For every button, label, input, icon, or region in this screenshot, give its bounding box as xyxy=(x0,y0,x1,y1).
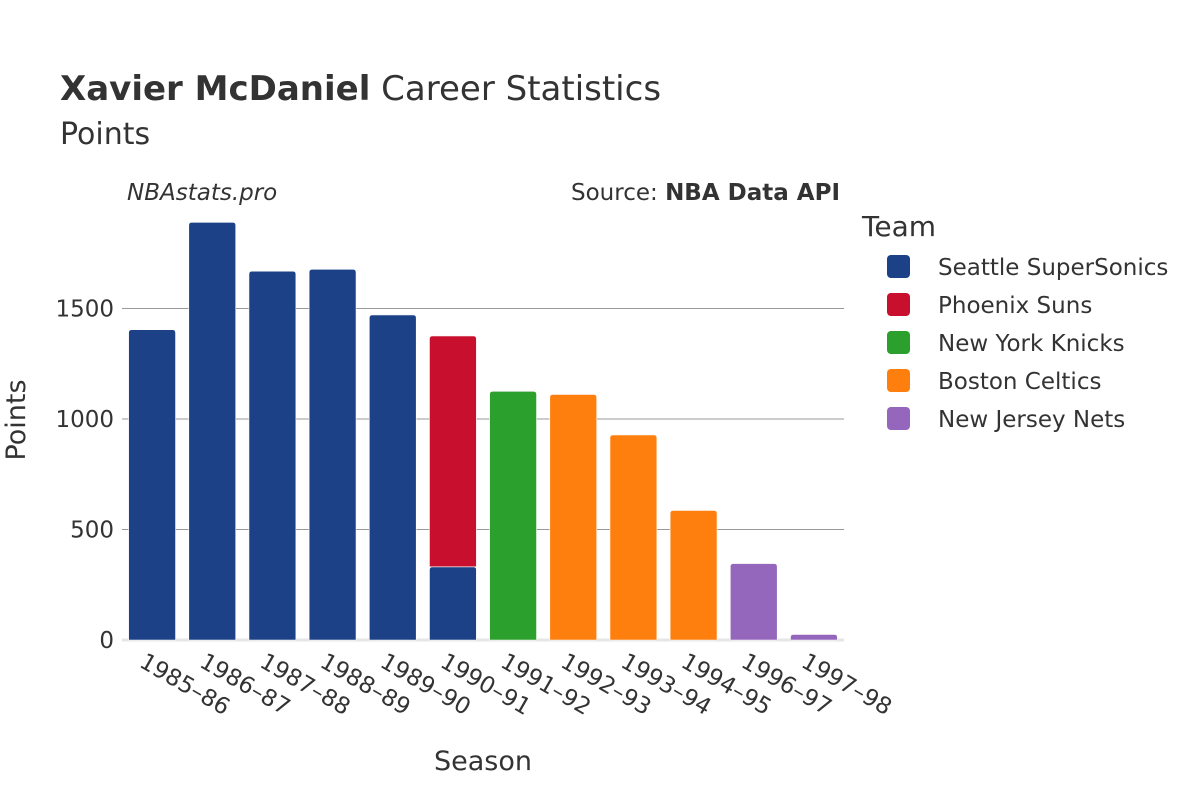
y-gridlines xyxy=(122,308,844,642)
y-tick-label: 0 xyxy=(99,628,114,654)
bar-new-york-knicks-1991–92[interactable] xyxy=(489,391,537,641)
legend-item-phoenix-suns[interactable]: Phoenix Suns xyxy=(887,293,1092,319)
chart-title-bold: Xavier McDaniel xyxy=(60,69,370,109)
y-tick-label: 1500 xyxy=(55,297,114,323)
legend-label: New York Knicks xyxy=(938,331,1125,357)
x-tick-labels: 1985–861986–871987–881988–891989–901990–… xyxy=(135,649,896,721)
legend-title: Team xyxy=(861,210,936,243)
bar-seattle-supersonics-1986–87[interactable] xyxy=(188,222,237,641)
y-tick-label: 1000 xyxy=(55,407,114,433)
watermark-text: NBAstats.pro xyxy=(127,180,277,206)
legend-swatch xyxy=(887,331,910,354)
legend-item-boston-celtics[interactable]: Boston Celtics xyxy=(887,369,1101,395)
source-credit: Source: NBA Data API xyxy=(571,180,840,206)
legend-label: New Jersey Nets xyxy=(938,407,1125,433)
legend-label: Seattle SuperSonics xyxy=(938,255,1168,281)
bar-phoenix-suns-1990–91[interactable] xyxy=(429,335,477,568)
bar-seattle-supersonics-1990–91[interactable] xyxy=(429,566,477,641)
y-tick-labels: 0 500 1000 1500 xyxy=(55,297,114,655)
legend-item-seattle-supersonics[interactable]: Seattle SuperSonics xyxy=(887,255,1168,281)
legend-swatch xyxy=(887,407,910,430)
legend-swatch xyxy=(887,255,910,278)
x-axis-label: Season xyxy=(434,746,532,777)
bar-series xyxy=(128,222,838,641)
legend-item-new-york-knicks[interactable]: New York Knicks xyxy=(887,331,1125,357)
source-name: NBA Data API xyxy=(665,180,840,206)
y-axis-label: Points xyxy=(1,379,32,460)
bar-boston-celtics-1993–94[interactable] xyxy=(609,434,658,641)
bar-seattle-supersonics-1985–86[interactable] xyxy=(128,329,176,641)
bar-boston-celtics-1992–93[interactable] xyxy=(549,394,598,641)
bar-seattle-supersonics-1987–88[interactable] xyxy=(248,270,297,641)
bar-new-jersey-nets-1996–97[interactable] xyxy=(729,563,778,641)
bar-boston-celtics-1994–95[interactable] xyxy=(669,510,718,641)
legend-swatch xyxy=(887,369,910,392)
bar-seattle-supersonics-1989–90[interactable] xyxy=(368,314,417,641)
legend-label: Phoenix Suns xyxy=(938,293,1092,319)
y-tick-label: 500 xyxy=(70,518,114,544)
legend-label: Boston Celtics xyxy=(938,369,1101,395)
bar-seattle-supersonics-1988–89[interactable] xyxy=(308,269,357,641)
chart-title: Xavier McDaniel Career Statistics xyxy=(60,69,661,109)
source-prefix: Source: xyxy=(571,180,665,206)
legend-item-new-jersey-nets[interactable]: New Jersey Nets xyxy=(887,407,1125,433)
chart-subtitle: Points xyxy=(60,117,150,152)
bar-new-jersey-nets-1997–98[interactable] xyxy=(790,634,838,641)
legend: Seattle SuperSonics Phoenix Suns New York … xyxy=(887,255,1168,433)
legend-swatch xyxy=(887,293,910,316)
chart-title-rest: Career Statistics xyxy=(370,69,661,109)
